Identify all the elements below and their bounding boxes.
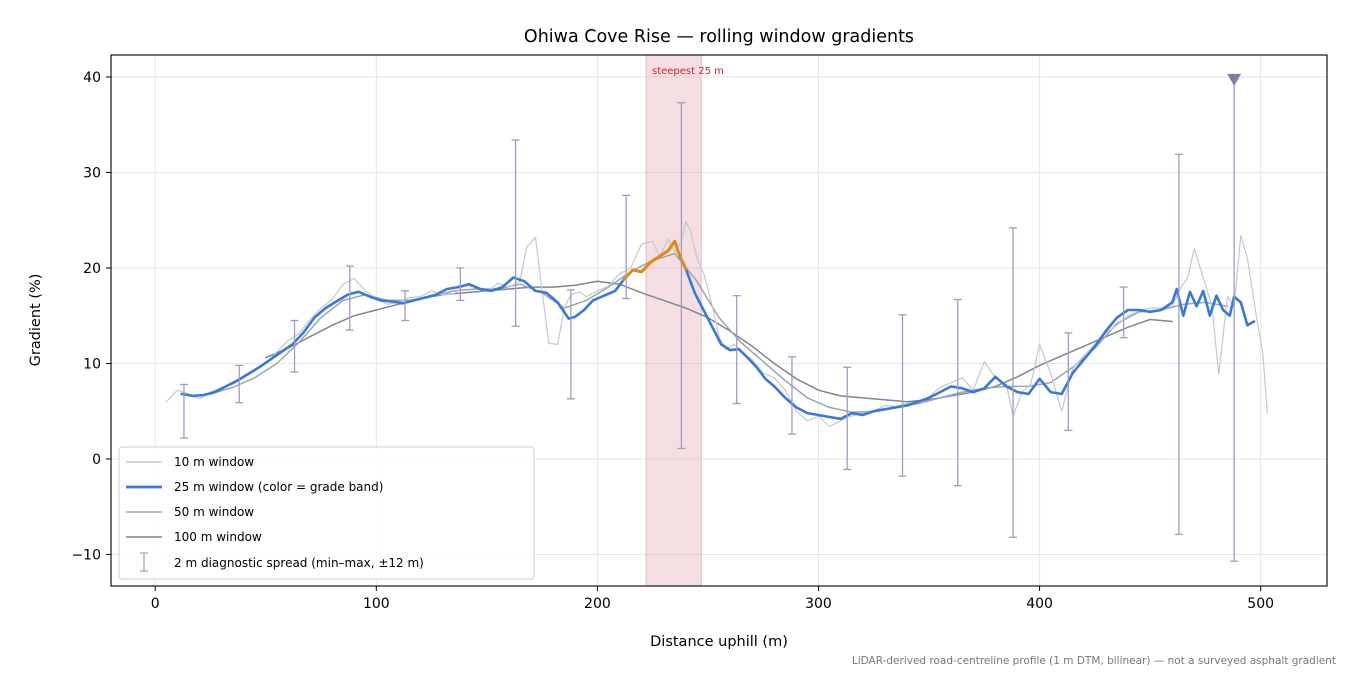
diagnostic-error-bar (1009, 227, 1018, 538)
y-tick-label: 0 (92, 452, 101, 468)
steepest-band-label: steepest 25 m (652, 66, 724, 77)
plot-frame (110, 54, 1328, 587)
diagnostic-error-bar (1174, 153, 1183, 536)
y-tick-label: −10 (71, 547, 101, 563)
x-tick-label: 200 (584, 596, 611, 612)
legend-label-10m: 10 m window (174, 455, 254, 469)
diagnostic-error-bar (622, 194, 631, 300)
x-tick-label: 0 (151, 596, 160, 612)
diagnostic-error-bar (235, 364, 244, 404)
diagnostic-error-bar (456, 267, 465, 302)
series-line-25m-steep-segment (622, 239, 688, 281)
steepest-band-rect (645, 54, 702, 587)
diagnostic-error-bar (290, 319, 299, 373)
diagnostic-error-bar (1119, 286, 1128, 339)
series-line-50m (209, 252, 1229, 413)
legend-swatch-diagnostic (140, 552, 148, 572)
legend-label-50m: 50 m window (174, 505, 254, 519)
diagnostic-error-bar (787, 356, 796, 435)
diagnostic-error-bar (953, 298, 962, 487)
diagnostic-error-bar (511, 139, 520, 327)
legend-label-diagnostic: 2 m diagnostic spread (min–max, ±12 m) (174, 556, 424, 570)
legend-label-100m: 100 m window (174, 530, 262, 544)
y-tick-label: 20 (83, 261, 101, 277)
legend-label-25m: 25 m window (color = grade band) (174, 480, 383, 494)
x-tick-label: 100 (363, 596, 390, 612)
diagnostic-error-bar (677, 102, 686, 450)
series-layer (165, 221, 1268, 428)
chart-title: Ohiwa Cove Rise — rolling window gradien… (524, 27, 914, 47)
y-tick-label: 40 (83, 70, 101, 86)
diagnostic-error-bar (732, 295, 741, 405)
diagnostic-error-bar (898, 314, 907, 477)
y-tick-label: 30 (83, 165, 101, 181)
diagnostic-error-bar (566, 289, 575, 400)
diagnostic-spread-layer (179, 78, 1239, 562)
marker-layer (1227, 73, 1242, 86)
y-tick-label: 10 (83, 356, 101, 372)
diagnostic-error-bar (1064, 332, 1073, 431)
x-tick-label: 400 (1026, 596, 1053, 612)
legend: 10 m window 25 m window (color = grade b… (118, 446, 535, 580)
steepest-band (645, 54, 702, 587)
max-gradient-marker (1227, 73, 1242, 86)
diagnostic-error-bar (401, 290, 410, 322)
x-tick-label: 500 (1247, 596, 1274, 612)
series-line-25m (180, 239, 1256, 421)
axis-ticks: 0 100 200 300 400 500 −10 0 10 20 30 40 (71, 70, 1274, 612)
diagnostic-error-bar (179, 383, 188, 439)
footnote: LiDAR-derived road-centreline profile (1… (852, 655, 1336, 667)
y-axis-label: Gradient (%) (28, 274, 44, 367)
diagnostic-error-bar (843, 366, 852, 471)
x-axis-label: Distance uphill (m) (650, 634, 788, 650)
diagnostic-error-bar (345, 265, 354, 331)
legend-box (118, 446, 535, 580)
x-tick-label: 300 (805, 596, 832, 612)
